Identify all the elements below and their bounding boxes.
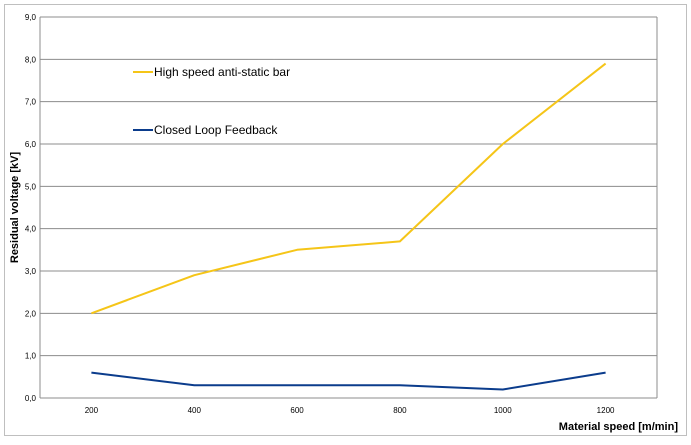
y-axis-title: Residual voltage [kV] [9,152,21,264]
y-tick-label: 3,0 [25,267,37,276]
y-tick-label: 9,0 [25,13,37,22]
chart-border [4,4,687,436]
x-tick-label: 600 [290,406,304,415]
legend-label: High speed anti-static bar [154,65,290,79]
gridlines [39,16,658,399]
x-tick-label: 1000 [494,406,512,415]
x-axis-title: Material speed [m/min] [559,421,679,433]
x-tick-label: 400 [188,406,202,415]
x-tick-label: 1200 [597,406,615,415]
legend: High speed anti-static bar Closed Loop Fe… [133,65,290,137]
x-tick-label: 200 [85,406,99,415]
x-tick-label: 800 [393,406,407,415]
y-tick-labels: 0,0 1,0 2,0 3,0 4,0 5,0 6,0 7,0 8,0 9,0 [25,13,37,403]
y-tick-label: 6,0 [25,140,37,149]
legend-label: Closed Loop Feedback [154,123,278,137]
y-tick-label: 4,0 [25,225,37,234]
y-tick-label: 5,0 [25,182,37,191]
series-lines [91,62,607,391]
x-tick-labels: 200 400 600 800 1000 1200 [85,406,615,415]
y-tick-label: 7,0 [25,98,37,107]
y-tick-label: 2,0 [25,309,37,318]
y-tick-label: 0,0 [25,394,37,403]
y-tick-label: 1,0 [25,352,37,361]
series-line-1 [91,62,607,315]
y-tick-label: 8,0 [25,55,37,64]
series-line-2 [91,371,606,391]
